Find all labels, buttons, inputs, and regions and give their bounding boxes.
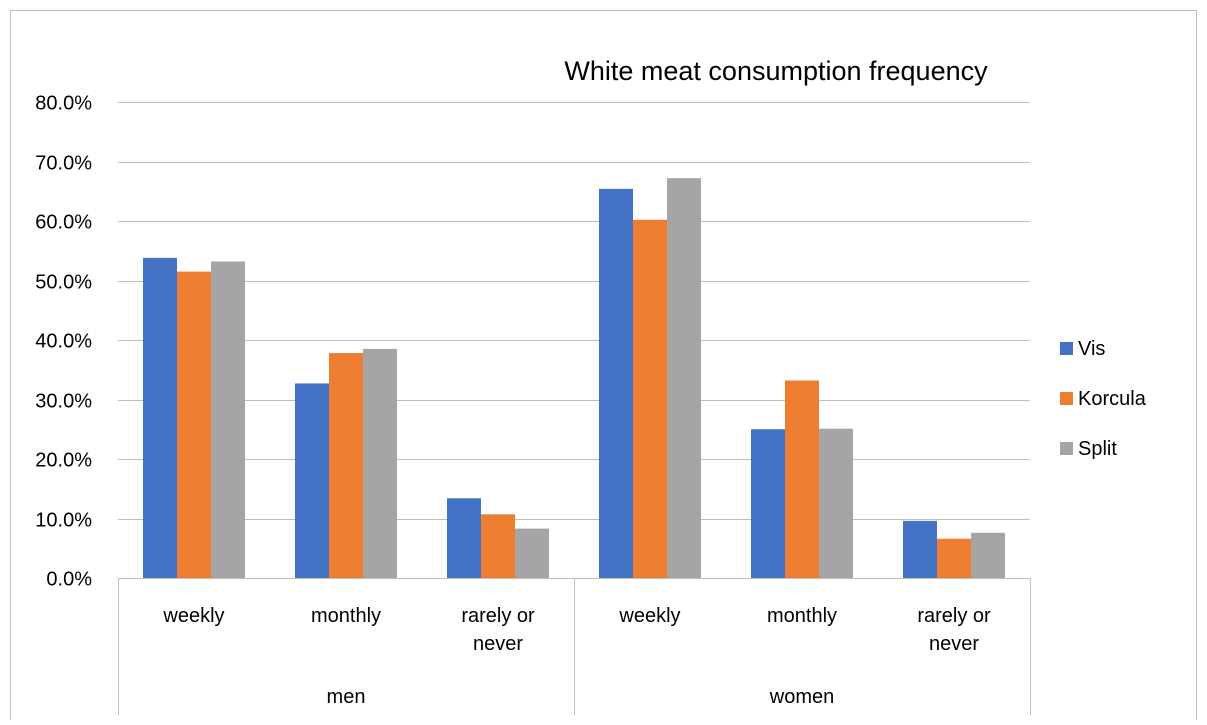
x-tick-label: monthly: [767, 605, 837, 627]
x-tick-label: never: [473, 633, 523, 655]
y-tick-label: 10.0%: [35, 510, 92, 532]
legend-label: Split: [1078, 438, 1117, 460]
y-tick-label: 0.0%: [46, 569, 92, 591]
x-tick-label: weekly: [162, 605, 224, 627]
x-tick-label: rarely or: [917, 605, 991, 627]
bar: [295, 383, 329, 578]
bar: [971, 532, 1005, 578]
bar: [903, 520, 937, 578]
bar: [177, 271, 211, 578]
bar: [329, 353, 363, 578]
bar: [819, 428, 853, 578]
chart-title: White meat consumption frequency: [564, 56, 988, 86]
legend-swatch: [1060, 392, 1073, 405]
bar: [481, 514, 515, 578]
y-tick-label: 50.0%: [35, 272, 92, 294]
bar: [363, 348, 397, 578]
bar: [937, 538, 971, 578]
group-label: women: [769, 686, 834, 708]
legend-label: Vis: [1078, 338, 1105, 360]
y-tick-label: 70.0%: [35, 153, 92, 175]
y-tick-label: 20.0%: [35, 450, 92, 472]
bar: [447, 498, 481, 578]
legend-swatch: [1060, 342, 1073, 355]
legend: Vis Korcula Split: [1060, 338, 1147, 460]
x-tick-label: never: [929, 633, 979, 655]
y-tick-label: 40.0%: [35, 331, 92, 353]
grid-lines: [118, 102, 1030, 520]
bar: [785, 380, 819, 578]
bar: [633, 219, 667, 578]
y-tick-label: 80.0%: [35, 93, 92, 115]
legend-label: Korcula: [1078, 388, 1147, 410]
bar: [143, 257, 177, 578]
axes: 0.0% 10.0% 20.0% 30.0% 40.0% 50.0% 60.0% 70.0% 8…: [35, 93, 1031, 715]
y-tick-label: 60.0%: [35, 212, 92, 234]
bar: [515, 528, 549, 578]
x-tick-label: monthly: [311, 605, 381, 627]
x-tick-label: rarely or: [461, 605, 535, 627]
bars: [143, 178, 1005, 578]
group-label: men: [327, 686, 366, 708]
bar: [599, 188, 633, 578]
legend-swatch: [1060, 442, 1073, 455]
bar: [751, 429, 785, 578]
bar: [667, 178, 701, 578]
y-tick-label: 30.0%: [35, 391, 92, 413]
bar: [211, 261, 245, 578]
x-tick-label: weekly: [618, 605, 680, 627]
